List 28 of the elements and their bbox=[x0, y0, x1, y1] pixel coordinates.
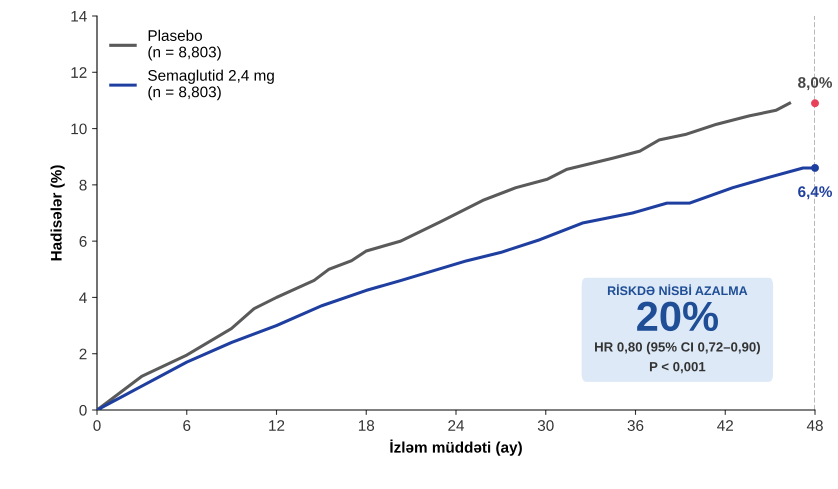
y-tick-label: 0 bbox=[79, 404, 87, 416]
annotation: 20% bbox=[637, 302, 718, 332]
y-tick-label: 4 bbox=[79, 292, 87, 303]
line-series bbox=[97, 102, 792, 410]
x-tick-label: 0 bbox=[93, 420, 101, 431]
legend-label: Semaglutid 2,4 mg (n = 8,803) bbox=[148, 70, 274, 100]
y-tick-label: 8 bbox=[79, 180, 87, 191]
x-tick-label: 18 bbox=[358, 420, 374, 431]
x-axis-title: İzləm müddəti (ay) bbox=[390, 440, 522, 456]
annotation: HR 0,80 (95% CI 0,72–0,90) bbox=[595, 342, 760, 354]
annotation: P < 0,001 bbox=[650, 362, 706, 374]
x-tick-label: 12 bbox=[269, 420, 284, 431]
y-tick-label: 6 bbox=[80, 236, 87, 247]
y-tick-label: 2 bbox=[80, 348, 87, 360]
y-tick-label: 12 bbox=[71, 67, 87, 78]
y-tick-label: 14 bbox=[71, 11, 87, 22]
legend-label: Plasebo (n = 8,803) bbox=[148, 30, 221, 60]
x-tick-label: 48 bbox=[806, 420, 823, 431]
annotation: 6,4% bbox=[798, 186, 832, 200]
x-tick-label: 42 bbox=[717, 420, 733, 431]
annotation: 8,0% bbox=[798, 77, 832, 90]
annotation: RİSKDƏ NİSBİ AZALMA bbox=[608, 284, 748, 296]
y-axis-title: Hadisələr (%) bbox=[50, 165, 65, 260]
x-tick-label: 6 bbox=[183, 420, 190, 431]
y-tick-label: 10 bbox=[71, 123, 87, 134]
x-tick-label: 24 bbox=[448, 420, 464, 431]
x-tick-label: 36 bbox=[628, 420, 644, 431]
x-tick-label: 30 bbox=[538, 420, 554, 431]
